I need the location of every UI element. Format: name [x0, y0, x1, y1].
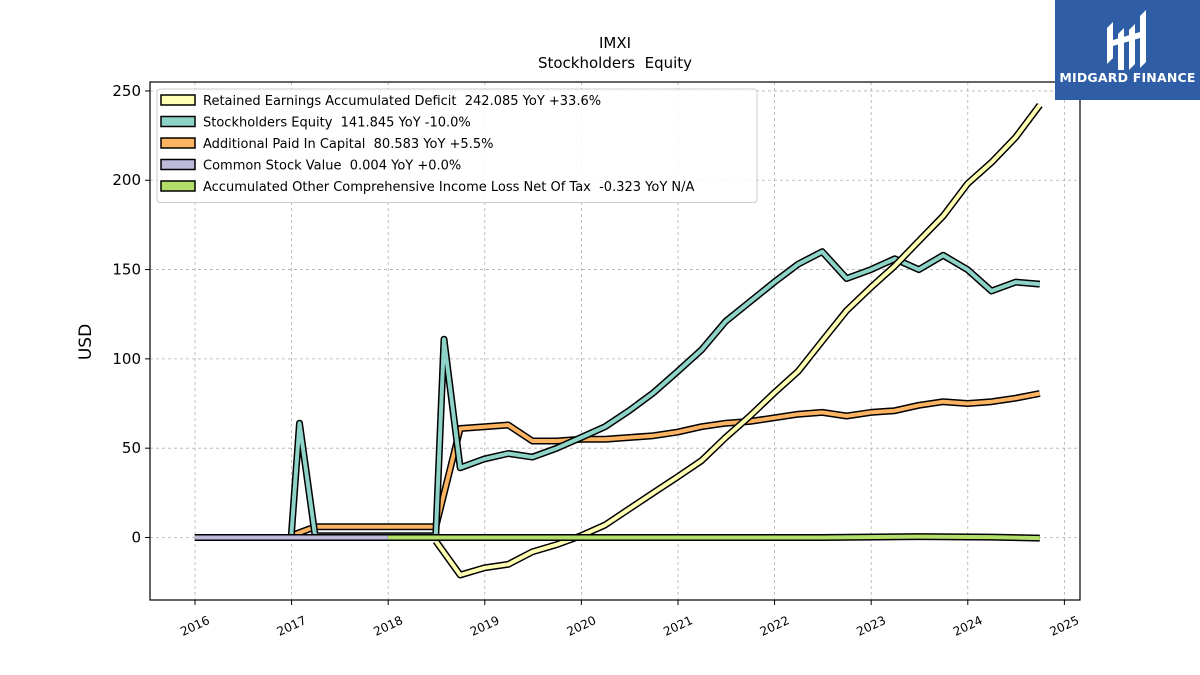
brand-logo: MIDGARD FINANCE: [1055, 0, 1200, 100]
y-tick-label: 250: [112, 82, 141, 100]
series-stroke: [289, 249, 1040, 538]
series-line: [387, 533, 1040, 542]
legend-label: Stockholders Equity 141.845 YoY -10.0%: [203, 116, 471, 131]
legend-swatch: [160, 137, 196, 149]
legend-label: Additional Paid In Capital 80.583 YoY +5…: [203, 137, 493, 152]
y-tick-label: 0: [131, 528, 141, 546]
series-line: [290, 390, 1041, 539]
x-tick-label: 2016: [178, 613, 212, 639]
y-tick-label: 100: [112, 350, 141, 368]
y-tick-label: 50: [122, 439, 141, 457]
chart-subtitle: Stockholders Equity: [538, 54, 692, 72]
x-tick-label: 2018: [371, 613, 405, 639]
brand-mark-icon: [1107, 10, 1146, 70]
legend-swatch: [160, 180, 196, 192]
plot-frame: [149, 81, 1081, 601]
chart-title: IMXI: [599, 34, 631, 52]
legend-label: Common Stock Value 0.004 YoY +0.0%: [203, 159, 461, 174]
x-axis: 2016 2017 2018 2019 2020 2021 2022 2023 2024 2025: [178, 600, 1081, 639]
series-outline: [287, 248, 1041, 540]
series-line: [287, 248, 1041, 540]
legend-label: Accumulated Other Comprehensive Income L…: [203, 180, 694, 195]
x-tick-label: 2023: [854, 613, 888, 639]
series-outline: [290, 390, 1041, 539]
series-stroke: [290, 391, 1041, 538]
series-line: [432, 103, 1043, 579]
brand-name: MIDGARD FINANCE: [1059, 70, 1196, 85]
legend-label: Retained Earnings Accumulated Deficit 24…: [203, 94, 601, 109]
y-tick-label: 150: [112, 261, 141, 279]
x-tick-label: 2024: [951, 613, 985, 639]
plot-area: [194, 103, 1043, 579]
x-tick-label: 2019: [468, 613, 502, 639]
legend-swatch: [160, 158, 196, 171]
y-axis: 0 50 100 150 200 250: [112, 82, 150, 546]
x-tick-label: 2021: [661, 613, 695, 639]
y-tick-label: 200: [112, 171, 141, 189]
x-tick-label: 2025: [1048, 613, 1082, 639]
legend-swatch: [160, 94, 196, 106]
x-tick-label: 2017: [275, 613, 309, 639]
x-tick-label: 2020: [565, 613, 599, 639]
series-stroke: [387, 534, 1040, 541]
x-tick-label: 2022: [758, 613, 792, 639]
y-axis-label: USD: [76, 324, 96, 360]
legend-box: [156, 88, 758, 203]
legend-swatch: [160, 115, 196, 128]
series-stroke: [434, 103, 1042, 577]
legend: Retained Earnings Accumulated Deficit 24…: [156, 88, 758, 203]
